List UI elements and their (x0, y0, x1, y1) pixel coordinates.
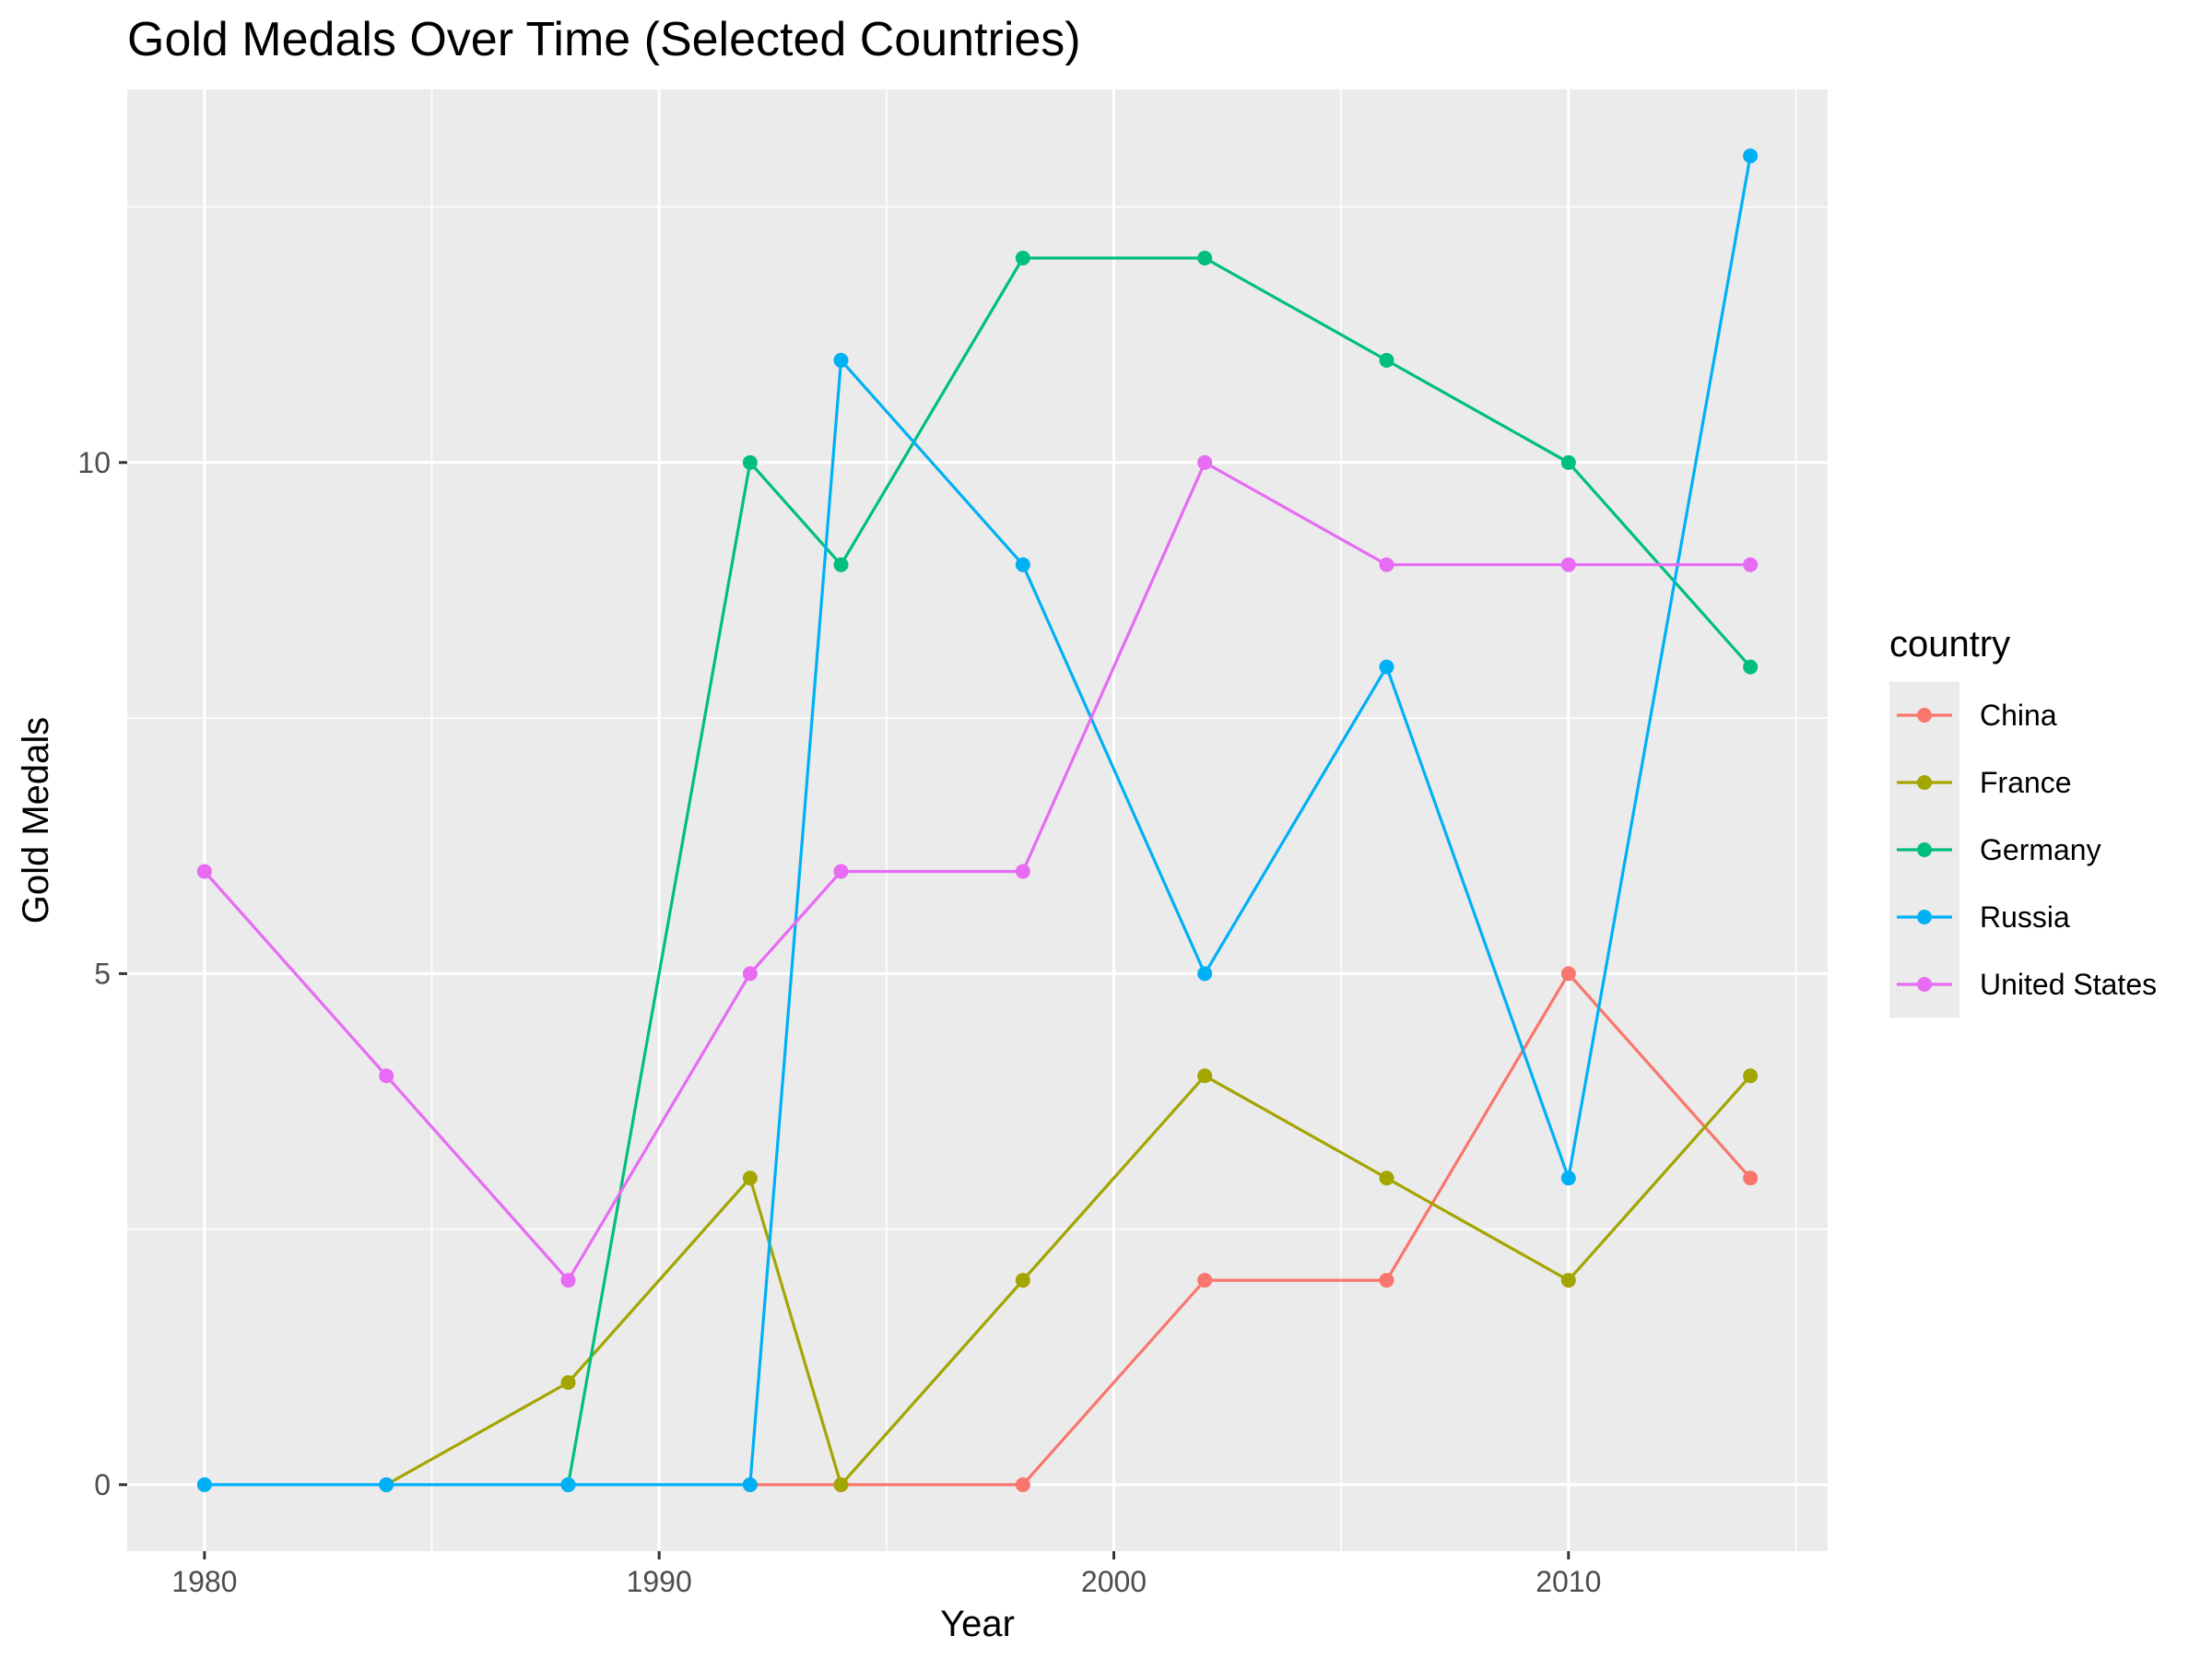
data-point-russia (1743, 148, 1759, 164)
data-point-united-states (196, 864, 212, 879)
x-tick-label: 2010 (1535, 1565, 1601, 1598)
data-point-united-states (1197, 454, 1213, 470)
data-point-united-states (1015, 864, 1030, 879)
data-point-china (1379, 1273, 1394, 1288)
legend-label: United States (1980, 968, 2157, 1001)
series-line-russia (204, 155, 1752, 1487)
data-point-france (560, 1375, 576, 1390)
chart-title: Gold Medals Over Time (Selected Countrie… (127, 13, 1081, 66)
data-point-united-states (1379, 557, 1394, 572)
x-tick-label: 1990 (627, 1565, 692, 1598)
legend-label: France (1980, 766, 2072, 799)
data-point-china (1197, 1273, 1213, 1288)
data-point-france (1379, 1171, 1394, 1186)
data-point-germany (742, 454, 758, 470)
y-tick-label: 10 (77, 446, 111, 479)
data-point-china (1015, 1477, 1030, 1492)
data-point-united-states (1743, 557, 1759, 572)
series-line-united-states (203, 461, 1751, 1282)
data-point-russia (1015, 557, 1030, 572)
series-line-germany (566, 256, 1752, 1486)
x-axis: 1980 1990 2000 2010 (171, 1551, 1601, 1598)
data-point-russia (379, 1477, 394, 1492)
data-point-china (1743, 1171, 1759, 1186)
data-point-germany (1015, 251, 1030, 265)
y-tick-label: 0 (94, 1468, 111, 1501)
legend-key-point (1917, 910, 1932, 924)
data-point-russia (742, 1477, 758, 1492)
legend-key-point (1917, 977, 1932, 992)
data-point-russia (560, 1477, 576, 1492)
data-point-france (742, 1171, 758, 1186)
data-point-germany (1743, 659, 1759, 675)
x-tick-label: 1980 (171, 1565, 237, 1598)
data-point-russia (196, 1477, 212, 1492)
x-tick-label: 2000 (1081, 1565, 1147, 1598)
major-gridlines (127, 89, 1828, 1551)
data-point-russia (1379, 659, 1394, 675)
legend-key-point (1917, 842, 1932, 857)
x-axis-title: Year (940, 1604, 1015, 1644)
legend: country China France Germany Russia United S… (1889, 624, 2157, 1018)
y-axis-title: Gold Medals (16, 717, 56, 924)
legend-item-russia: Russia (1889, 883, 2070, 951)
data-point-france (1743, 1068, 1759, 1084)
data-point-russia (833, 352, 849, 368)
data-point-united-states (379, 1068, 394, 1084)
data-point-russia (1560, 1171, 1576, 1186)
data-point-france (1560, 1273, 1576, 1288)
y-tick-label: 5 (94, 957, 111, 990)
data-point-germany (833, 557, 849, 572)
data-point-united-states (1560, 557, 1576, 572)
legend-label: Russia (1980, 900, 2070, 934)
data-point-united-states (742, 966, 758, 982)
legend-key-point (1917, 775, 1932, 790)
legend-items: China France Germany Russia United States (1889, 681, 2157, 1018)
data-point-united-states (560, 1273, 576, 1288)
data-point-united-states (833, 864, 849, 879)
legend-label: China (1980, 699, 2057, 732)
data-point-germany (1560, 454, 1576, 470)
legend-title: country (1889, 624, 2010, 665)
series-points (196, 148, 1759, 1492)
legend-label: Germany (1980, 833, 2101, 866)
legend-item-china: China (1889, 681, 2057, 749)
legend-item-france: France (1889, 748, 2072, 817)
data-point-france (833, 1477, 849, 1492)
data-point-germany (1197, 251, 1213, 265)
legend-item-united-states: United States (1889, 950, 2157, 1018)
y-axis: 0 5 10 (77, 446, 127, 1501)
data-point-france (1197, 1068, 1213, 1084)
data-point-russia (1197, 966, 1213, 982)
data-point-china (1560, 966, 1576, 982)
legend-key-point (1917, 708, 1932, 723)
data-point-germany (1379, 352, 1394, 368)
data-point-france (1015, 1273, 1030, 1288)
legend-item-germany: Germany (1889, 816, 2101, 884)
